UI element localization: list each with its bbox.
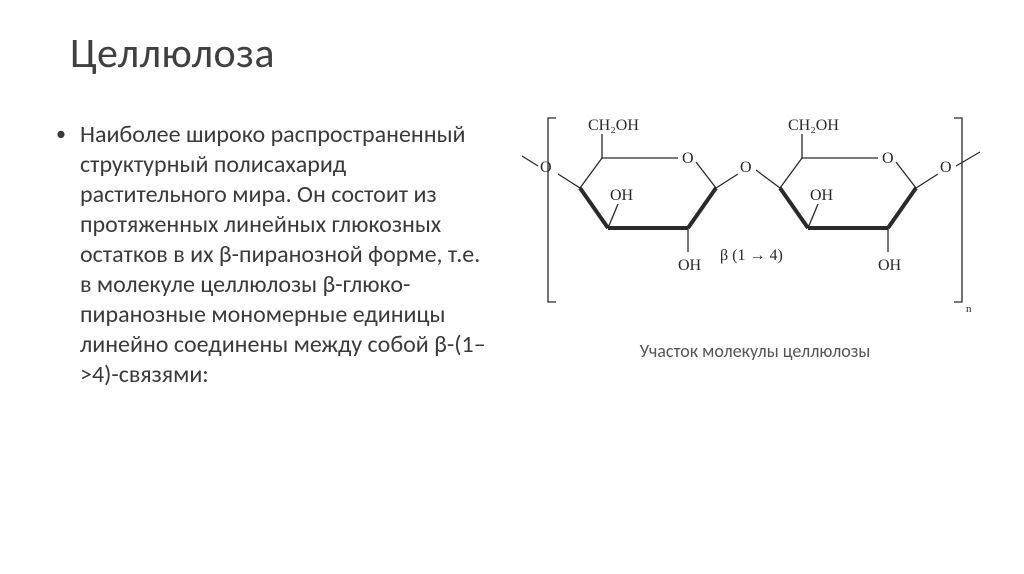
repeat-n: n [966, 303, 972, 315]
chemical-structure-figure: n O CH₂OH [510, 100, 1000, 380]
bullet-text: Наиболее широко распространенный структу… [80, 120, 496, 390]
oh-2a: OH [878, 257, 902, 274]
glyco-o-right: O [940, 159, 952, 176]
glyco-o-mid: O [740, 159, 752, 176]
ch2oh-2: CH₂OH [788, 117, 839, 134]
ring-o-2: O [882, 150, 894, 167]
ring-o-1: O [682, 150, 694, 167]
figure-caption: Участок молекулы целлюлозы [510, 340, 1000, 362]
ch2oh-1: CH₂OH [588, 117, 639, 134]
linkage-label: β (1 → 4) [720, 247, 783, 264]
oh-2b: OH [810, 187, 834, 204]
structure-svg: n O CH₂OH [510, 100, 990, 330]
oh-1a: OH [678, 257, 702, 274]
slide: Целлюлоза • Наиболее широко распростране… [0, 0, 1024, 574]
bullet-marker: • [56, 120, 80, 148]
cellulose-structure-diagram: n O CH₂OH [510, 100, 980, 320]
oh-1b: OH [610, 187, 634, 204]
bullet-item: • Наиболее широко распространенный струк… [56, 120, 496, 390]
body-text-block: • Наиболее широко распространенный струк… [56, 120, 496, 390]
glyco-o-left: O [540, 159, 552, 176]
slide-title: Целлюлоза [70, 28, 275, 79]
